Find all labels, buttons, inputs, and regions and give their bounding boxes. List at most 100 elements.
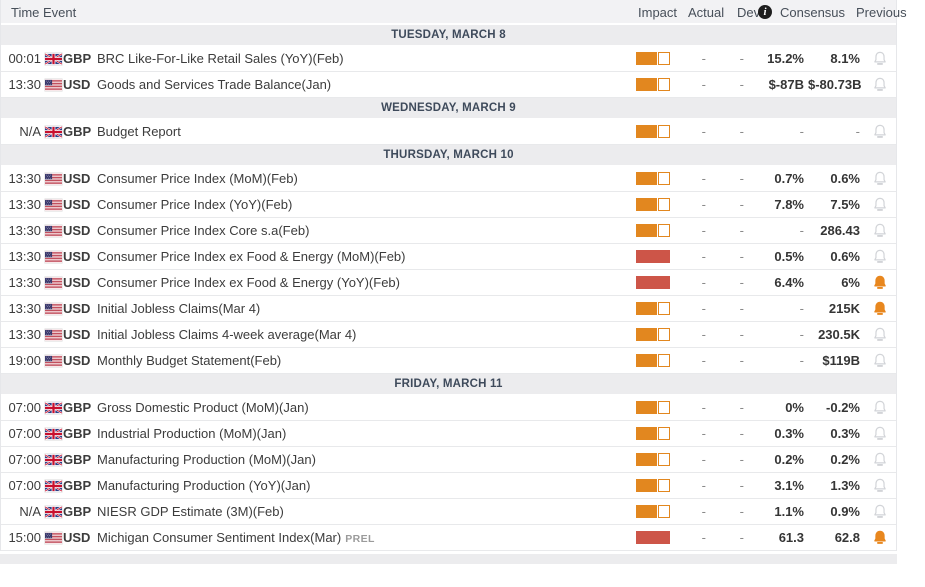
event-time: 13:30	[8, 327, 41, 342]
event-row[interactable]: 07:00	[1, 447, 896, 473]
event-row[interactable]: 13:30	[1, 270, 896, 296]
dev-value: -	[739, 426, 744, 441]
bell-alert-button[interactable]	[871, 300, 889, 318]
bell-alert-button[interactable]	[871, 76, 889, 94]
bell-alert-button[interactable]	[871, 222, 889, 240]
info-icon[interactable]: i	[758, 5, 772, 19]
actual-value: -	[701, 478, 706, 493]
economic-calendar-table: Time Event Impact Actual Dev i Consensus…	[0, 0, 907, 551]
impact-bar	[636, 354, 670, 367]
previous-value: 1.3%	[830, 478, 860, 493]
event-row[interactable]: 07:00	[1, 473, 896, 499]
day-header-label: TUESDAY, MARCH 8	[391, 29, 506, 41]
flag-cell	[41, 303, 63, 315]
currency-code: USD	[63, 275, 91, 290]
actual-value: -	[701, 327, 706, 342]
event-name[interactable]: Initial Jobless Claims 4-week average(Ma…	[97, 327, 357, 342]
flag-cell	[41, 505, 63, 518]
event-row[interactable]: 13:30	[1, 322, 896, 348]
bell-alert-button[interactable]	[871, 196, 889, 214]
event-name[interactable]: BRC Like-For-Like Retail Sales (YoY)(Feb…	[97, 51, 344, 66]
event-time: 13:30	[8, 275, 41, 290]
previous-value: 215K	[828, 301, 860, 316]
currency-code: USD	[63, 301, 91, 316]
consensus-value: -	[799, 124, 804, 139]
event-row[interactable]: N/A	[1, 119, 896, 145]
event-name[interactable]: Consumer Price Index (MoM)(Feb)	[97, 171, 298, 186]
event-name[interactable]: Manufacturing Production (MoM)(Jan)	[97, 452, 316, 467]
bell-alert-button[interactable]	[871, 399, 889, 417]
bell-alert-button[interactable]	[871, 529, 889, 547]
event-name[interactable]: Manufacturing Production (YoY)(Jan)	[97, 478, 311, 493]
bell-alert-button[interactable]	[871, 274, 889, 292]
impact-bar	[636, 328, 670, 341]
currency-code: USD	[63, 197, 91, 212]
event-row[interactable]: 19:00	[1, 348, 896, 374]
us-flag-icon	[45, 199, 62, 210]
gb-flag-icon	[45, 125, 62, 138]
currency-code: GBP	[63, 478, 92, 493]
flag-cell	[41, 479, 63, 492]
actual-value: -	[701, 124, 706, 139]
event-time: 13:30	[8, 301, 41, 316]
event-row[interactable]: 13:30	[1, 218, 896, 244]
event-name[interactable]: Consumer Price Index ex Food & Energy (Y…	[97, 275, 400, 290]
bell-alert-button[interactable]	[871, 425, 889, 443]
event-row[interactable]: 13:30	[1, 192, 896, 218]
event-name[interactable]: Consumer Price Index ex Food & Energy (M…	[97, 249, 406, 264]
dev-value: -	[739, 530, 744, 545]
column-header-time: Time	[11, 5, 40, 20]
event-name[interactable]: Goods and Services Trade Balance(Jan)	[97, 77, 332, 92]
bell-alert-button[interactable]	[871, 477, 889, 495]
event-time: 07:00	[8, 400, 41, 415]
bell-alert-button[interactable]	[871, 451, 889, 469]
bell-alert-button[interactable]	[871, 123, 889, 141]
currency-code: GBP	[63, 51, 92, 66]
bell-alert-button[interactable]	[871, 503, 889, 521]
event-row[interactable]: 13:30	[1, 296, 896, 322]
bell-alert-button[interactable]	[871, 352, 889, 370]
bell-alert-button[interactable]	[871, 248, 889, 266]
bell-icon	[874, 223, 886, 237]
event-row[interactable]: 13:30	[1, 166, 896, 192]
dev-value: -	[739, 77, 744, 92]
event-name[interactable]: Initial Jobless Claims(Mar 4)	[97, 301, 261, 316]
bell-icon	[874, 504, 886, 518]
column-header-event: Event	[43, 5, 77, 20]
event-name[interactable]: Budget Report	[97, 124, 181, 139]
event-row[interactable]: 13:30	[1, 244, 896, 270]
bell-alert-button[interactable]	[871, 50, 889, 68]
event-name[interactable]: NIESR GDP Estimate (3M)(Feb)	[97, 504, 284, 519]
event-name[interactable]: Industrial Production (MoM)(Jan)	[97, 426, 287, 441]
event-row[interactable]: 07:00	[1, 421, 896, 447]
event-row[interactable]: 07:00	[1, 395, 896, 421]
event-name[interactable]: Gross Domestic Product (MoM)(Jan)	[97, 400, 309, 415]
event-row[interactable]: 15:00	[1, 525, 896, 551]
event-time: N/A	[19, 124, 41, 139]
event-name[interactable]: Consumer Price Index (YoY)(Feb)	[97, 197, 293, 212]
event-time: 19:00	[8, 353, 41, 368]
event-name[interactable]: Monthly Budget Statement(Feb)	[97, 353, 282, 368]
previous-value: $-80.73B	[808, 77, 862, 92]
actual-value: -	[701, 353, 706, 368]
bell-alert-button[interactable]	[871, 170, 889, 188]
event-name[interactable]: Consumer Price Index Core s.a(Feb)	[97, 223, 310, 238]
dev-value: -	[739, 124, 744, 139]
day-header: FRIDAY, MARCH 11	[1, 374, 896, 395]
dev-value: -	[739, 171, 744, 186]
impact-bar	[636, 224, 670, 237]
gb-flag-icon	[45, 52, 62, 65]
currency-code: USD	[63, 249, 91, 264]
bell-alert-button[interactable]	[871, 326, 889, 344]
currency-code: USD	[63, 327, 91, 342]
event-row[interactable]: N/A	[1, 499, 896, 525]
currency-code: USD	[63, 353, 91, 368]
event-name[interactable]: Michigan Consumer Sentiment Index(Mar)	[97, 530, 342, 545]
previous-value: 62.8	[834, 530, 860, 545]
flag-cell	[41, 79, 63, 91]
event-time: 00:01	[8, 51, 41, 66]
event-row[interactable]: 00:01	[1, 46, 896, 72]
column-header-actual: Actual	[688, 5, 725, 20]
dev-value: -	[739, 452, 744, 467]
event-row[interactable]: 13:30	[1, 72, 896, 98]
